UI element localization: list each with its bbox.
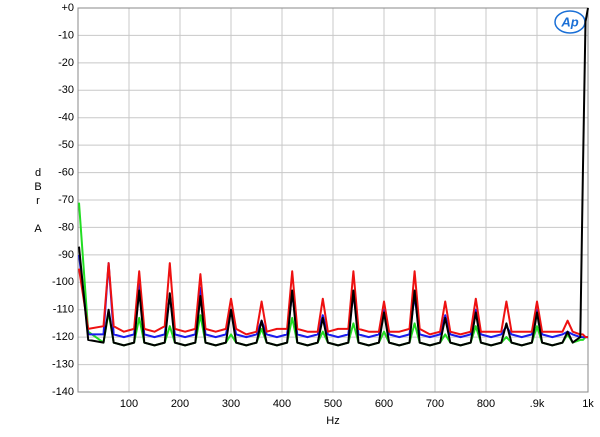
x-tick-label: 500 [324, 398, 342, 410]
y-axis-label: d [35, 167, 41, 179]
x-tick-label: .9k [530, 398, 545, 410]
y-tick-label: -60 [58, 166, 74, 178]
y-tick-label: -90 [58, 249, 74, 261]
x-tick-label: 600 [375, 398, 393, 410]
y-axis-label: r [36, 195, 40, 207]
y-tick-label: -70 [58, 194, 74, 206]
y-tick-label: -110 [53, 304, 74, 316]
y-axis-label: B [34, 181, 41, 193]
x-tick-label: 800 [477, 398, 495, 410]
y-tick-label: -130 [52, 358, 74, 370]
x-tick-label: 300 [222, 398, 240, 410]
y-tick-label: -100 [52, 276, 74, 288]
x-tick-label: 100 [120, 398, 138, 410]
x-tick-label: 700 [426, 398, 444, 410]
y-tick-label: +0 [61, 2, 74, 14]
x-tick-label: 400 [273, 398, 291, 410]
x-tick-label: 1k [582, 398, 594, 410]
y-tick-label: -10 [58, 29, 74, 41]
plot-frame [77, 7, 589, 393]
series-line [78, 7, 589, 347]
series-line [78, 262, 588, 339]
y-axis-label: A [34, 223, 42, 235]
y-tick-label: -40 [58, 112, 74, 124]
y-tick-label: -140 [52, 386, 74, 398]
x-tick-label: 200 [171, 398, 189, 410]
y-tick-label: -80 [58, 221, 74, 233]
logo: Ap [560, 14, 578, 29]
y-tick-label: -20 [58, 57, 74, 69]
x-axis-label: Hz [326, 415, 339, 427]
y-tick-label: -50 [58, 139, 74, 151]
y-tick-label: -120 [52, 331, 74, 343]
y-tick-label: -30 [58, 84, 74, 96]
